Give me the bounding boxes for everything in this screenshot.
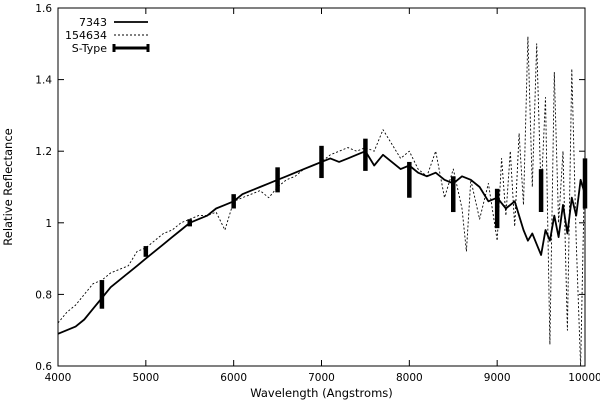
y-tick-label: 0.6: [35, 361, 52, 373]
legend-label: 154634: [65, 29, 107, 42]
y-tick-label: 1.6: [35, 3, 52, 15]
plot-frame: [57, 7, 586, 367]
x-tick-label: 4000: [45, 372, 72, 384]
x-tick-label: 9000: [484, 372, 511, 384]
y-tick-label: 0.8: [35, 289, 52, 301]
legend-label: 7343: [79, 16, 107, 29]
series-7343-line: [57, 150, 586, 335]
x-tick-label: 6000: [220, 372, 247, 384]
x-tick-label: 5000: [132, 372, 159, 384]
axis-ticks: 4000 5000 6000 7000 8000 9000 10000 0.6 0.8 1 1.2 1…: [35, 3, 600, 384]
y-axis-title: Relative Reflectance: [1, 128, 15, 245]
x-tick-label: 10000: [568, 372, 600, 384]
y-tick-label: 1.2: [35, 146, 52, 158]
series-layer: [57, 36, 588, 367]
x-tick-label: 8000: [396, 372, 423, 384]
x-axis-title: Wavelength (Angstroms): [250, 386, 393, 400]
y-tick-label: 1: [45, 218, 52, 230]
legend-label: S-Type: [72, 42, 107, 55]
series-154634-line: [57, 36, 586, 367]
x-tick-label: 7000: [308, 372, 335, 384]
y-tick-label: 1.4: [35, 75, 52, 87]
